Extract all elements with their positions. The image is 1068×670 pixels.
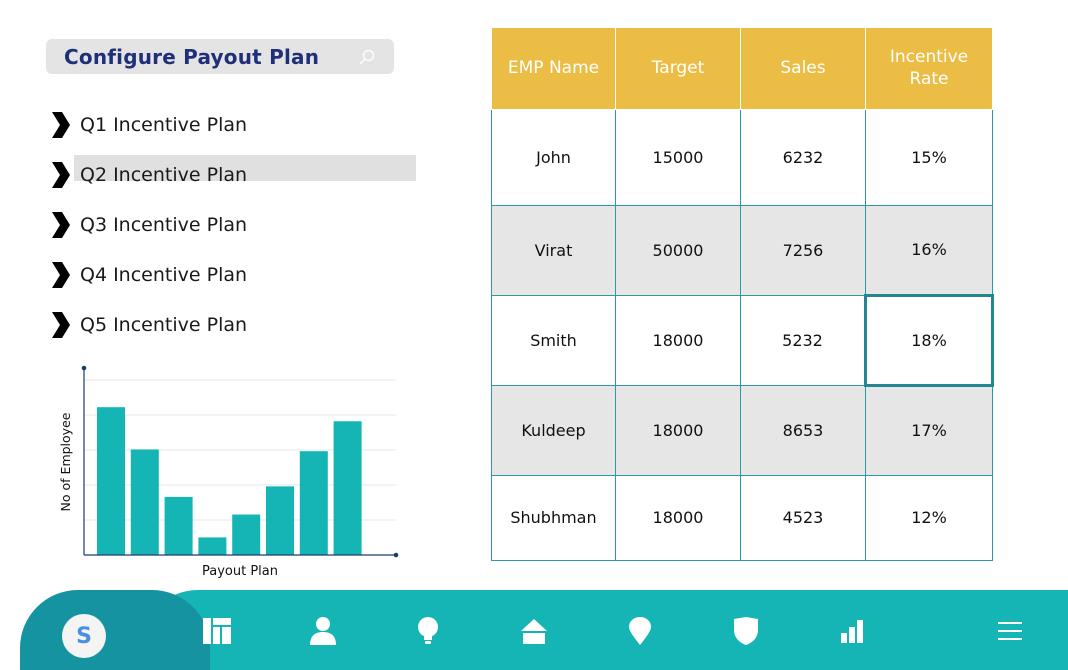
column-header-sales[interactable]: Sales bbox=[740, 28, 866, 110]
page-title: Configure Payout Plan bbox=[64, 44, 320, 69]
avatar[interactable]: S bbox=[62, 614, 106, 658]
nav-profile-tab[interactable] bbox=[20, 590, 210, 670]
cell-emp-name[interactable]: Smith bbox=[491, 294, 616, 386]
x-axis-end-dot bbox=[393, 552, 399, 558]
cell-sales[interactable]: 7256 bbox=[740, 204, 866, 296]
x-axis-label: Payout Plan bbox=[202, 564, 278, 579]
chevron-right-icon bbox=[52, 312, 70, 338]
chart-bar[interactable] bbox=[130, 449, 159, 555]
cell-emp-name[interactable]: Kuldeep bbox=[491, 384, 616, 476]
user-icon[interactable] bbox=[307, 615, 339, 647]
cell-target[interactable]: 18000 bbox=[615, 474, 741, 561]
column-header-emp-name[interactable]: EMP Name bbox=[491, 28, 616, 110]
payout-chart: No of Employee Payout Plan bbox=[52, 360, 412, 585]
bar-chart: No of Employee Payout Plan bbox=[58, 365, 399, 579]
plan-item-label: Q3 Incentive Plan bbox=[80, 214, 248, 236]
search-bar[interactable]: Configure Payout Plan bbox=[46, 39, 394, 74]
cell-target[interactable]: 18000 bbox=[615, 294, 741, 386]
chart-bar[interactable] bbox=[266, 486, 294, 555]
cell-incentive-rate[interactable]: 15% bbox=[865, 108, 993, 206]
chart-bar[interactable] bbox=[97, 407, 125, 555]
cell-incentive-rate[interactable]: 17% bbox=[865, 384, 993, 476]
lightbulb-icon[interactable] bbox=[412, 615, 444, 647]
chart-bar[interactable] bbox=[333, 421, 362, 555]
table-row: Smith 18000 5232 18% bbox=[491, 293, 994, 387]
y-axis-end-dot bbox=[81, 365, 87, 371]
cell-incentive-rate[interactable]: 12% bbox=[865, 474, 993, 561]
incentive-table: EMP Name Target Sales Incentive Rate Joh… bbox=[491, 28, 994, 561]
menu-icon[interactable] bbox=[994, 615, 1026, 647]
cell-sales[interactable]: 5232 bbox=[740, 294, 866, 386]
plan-item-q5[interactable]: Q5 Incentive Plan bbox=[50, 300, 420, 350]
column-header-incentive-rate[interactable]: Incentive Rate bbox=[865, 28, 993, 110]
table-row: John 15000 6232 15% bbox=[491, 108, 993, 206]
chevron-right-icon bbox=[52, 212, 70, 238]
chart-bar[interactable] bbox=[232, 514, 261, 555]
table-header-row: EMP Name Target Sales Incentive Rate bbox=[491, 28, 993, 110]
dashboard-icon[interactable] bbox=[201, 615, 233, 647]
bar-chart-icon[interactable] bbox=[836, 615, 868, 647]
plan-item-q2[interactable]: Q2 Incentive Plan bbox=[50, 150, 420, 200]
plan-item-q3[interactable]: Q3 Incentive Plan bbox=[50, 200, 420, 250]
home-icon[interactable] bbox=[518, 615, 550, 647]
chart-bar[interactable] bbox=[198, 537, 227, 555]
nav-background bbox=[140, 590, 1068, 670]
plan-item-q4[interactable]: Q4 Incentive Plan bbox=[50, 250, 420, 300]
cell-sales[interactable]: 8653 bbox=[740, 384, 866, 476]
cell-sales[interactable]: 6232 bbox=[740, 108, 866, 206]
column-header-target[interactable]: Target bbox=[615, 28, 741, 110]
plan-item-label: Q2 Incentive Plan bbox=[80, 164, 248, 186]
cell-emp-name[interactable]: Virat bbox=[491, 204, 616, 296]
search-icon[interactable] bbox=[358, 48, 376, 66]
table-row: Kuldeep 18000 8653 17% bbox=[491, 384, 993, 476]
cell-target[interactable]: 18000 bbox=[615, 384, 741, 476]
y-axis-label: No of Employee bbox=[58, 412, 73, 511]
plan-item-label: Q4 Incentive Plan bbox=[80, 264, 248, 286]
plan-list: Q1 Incentive Plan Q2 Incentive Plan Q3 I… bbox=[50, 100, 420, 350]
chevron-right-icon bbox=[52, 162, 70, 188]
location-pin-icon[interactable] bbox=[624, 615, 656, 647]
cell-incentive-rate[interactable]: 16% bbox=[865, 204, 993, 296]
table-row: Virat 50000 7256 16% bbox=[491, 204, 993, 296]
plan-item-label: Q1 Incentive Plan bbox=[80, 114, 248, 136]
cell-target[interactable]: 15000 bbox=[615, 108, 741, 206]
plan-item-label: Q5 Incentive Plan bbox=[80, 314, 248, 336]
chevron-right-icon bbox=[52, 112, 70, 138]
cell-sales[interactable]: 4523 bbox=[740, 474, 866, 561]
chevron-right-icon bbox=[52, 262, 70, 288]
table-row: Shubhman 18000 4523 12% bbox=[491, 474, 993, 561]
chart-bar[interactable] bbox=[164, 496, 193, 555]
bottom-nav: S bbox=[0, 590, 1068, 670]
cell-emp-name[interactable]: Shubhman bbox=[491, 474, 616, 561]
chart-bar[interactable] bbox=[299, 451, 328, 555]
shield-icon[interactable] bbox=[730, 615, 762, 647]
cell-emp-name[interactable]: John bbox=[491, 108, 616, 206]
plan-item-q1[interactable]: Q1 Incentive Plan bbox=[50, 100, 420, 150]
cell-incentive-rate-focused[interactable]: 18% bbox=[864, 293, 994, 387]
cell-target[interactable]: 50000 bbox=[615, 204, 741, 296]
